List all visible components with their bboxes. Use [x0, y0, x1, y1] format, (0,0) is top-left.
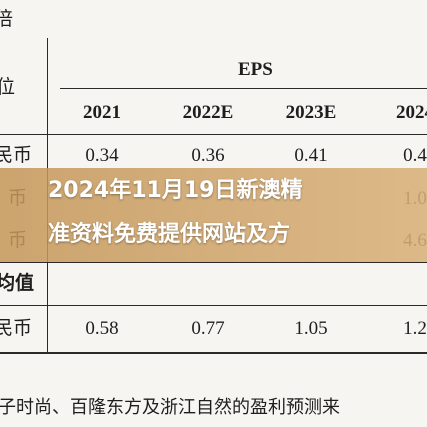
cell: 0.36 [191, 145, 225, 166]
column-header: 2022E [182, 102, 234, 123]
overlay-line: 准资料免费提供网站及方 [48, 222, 291, 247]
group-header: EPS [238, 59, 273, 80]
cell: 0.77 [191, 318, 225, 339]
cell: 0.58 [85, 318, 119, 339]
row-label: 均值 [0, 273, 35, 294]
row-header: 位 [0, 77, 16, 98]
rule [0, 134, 427, 135]
overlay-banner: 2024年11月19日新澳精 准资料免费提供网站及方 [0, 168, 427, 262]
unit-fragment: 倍 [0, 9, 14, 30]
cell: 1.05 [294, 318, 328, 339]
column-header: 2023E [285, 102, 337, 123]
rule [0, 305, 427, 306]
cell: 1.2 [403, 318, 427, 339]
cell: 0.4 [403, 145, 427, 166]
rule [0, 262, 427, 263]
row-label: 民币 [0, 318, 33, 339]
column-header: 2021 [83, 102, 121, 123]
footnote: 子时尚、百隆东方及浙江自然的盈利预测来 [0, 397, 340, 417]
overlay-line: 2024年11月19日新澳精 [48, 178, 303, 203]
cell: 0.41 [294, 145, 328, 166]
rule [0, 352, 427, 354]
rule [60, 88, 427, 89]
column-header: 2024 [396, 102, 427, 123]
cell: 0.34 [85, 145, 119, 166]
row-label: 民币 [0, 145, 33, 166]
